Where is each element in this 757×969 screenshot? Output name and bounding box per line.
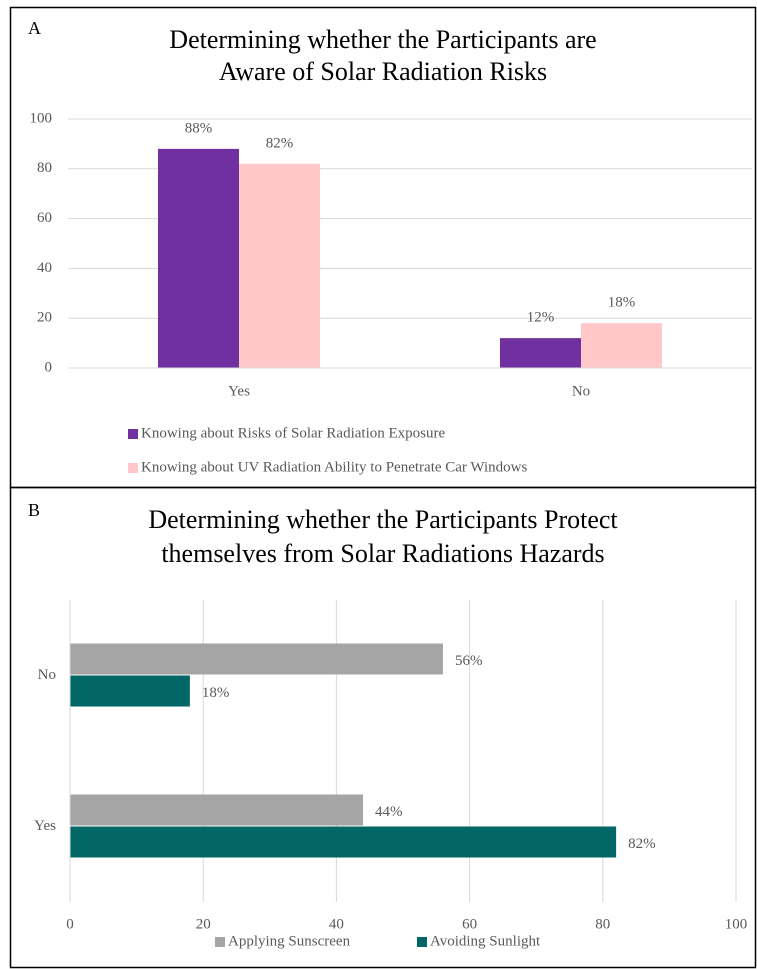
value-label: 18% <box>608 295 636 311</box>
legend-label: Applying Sunscreen <box>228 933 351 949</box>
x-tick-label: 100 <box>725 916 748 932</box>
y-tick-label: 60 <box>37 210 52 226</box>
chart-title: themselves from Solar Radiations Hazards <box>161 539 604 568</box>
legend-swatch <box>128 429 138 439</box>
value-label: 82% <box>628 836 656 852</box>
bar <box>158 148 239 368</box>
x-tick-label: No <box>572 383 590 399</box>
value-label: 88% <box>185 120 213 136</box>
x-tick-label: 60 <box>462 916 477 932</box>
chart-title: Determining whether the Participants are <box>169 25 596 54</box>
y-tick-label: 0 <box>45 359 53 375</box>
legend-label: Knowing about Risks of Solar Radiation E… <box>141 425 445 441</box>
panel-label: B <box>28 500 40 520</box>
x-tick-label: 40 <box>329 916 344 932</box>
x-tick-label: 20 <box>196 916 211 932</box>
bar <box>70 675 190 707</box>
x-tick-label: Yes <box>228 383 250 399</box>
legend-swatch <box>128 463 138 473</box>
bar <box>70 643 443 675</box>
bar <box>239 163 320 368</box>
bar <box>500 338 581 368</box>
bar <box>70 794 364 826</box>
value-label: 12% <box>527 310 555 326</box>
y-tick-label: 80 <box>37 160 52 176</box>
legend-label: Avoiding Sunlight <box>430 933 541 949</box>
legend-swatch <box>215 937 225 947</box>
bar <box>70 826 617 858</box>
panel-label: A <box>28 18 41 38</box>
bar <box>581 323 662 368</box>
y-tick-label: 40 <box>37 260 52 276</box>
y-tick-label: 20 <box>37 310 52 326</box>
value-label: 44% <box>375 804 403 820</box>
x-tick-label: 80 <box>595 916 610 932</box>
y-tick-label: Yes <box>34 818 56 834</box>
chart-title: Aware of Solar Radiation Risks <box>219 57 547 86</box>
y-tick-label: No <box>38 667 56 683</box>
x-tick-label: 0 <box>66 916 74 932</box>
panel-border <box>9 486 757 969</box>
chart-title: Determining whether the Participants Pro… <box>148 505 618 534</box>
legend-swatch <box>417 937 427 947</box>
legend-label: Knowing about UV Radiation Ability to Pe… <box>141 459 527 475</box>
y-tick-label: 100 <box>30 110 53 126</box>
value-label: 18% <box>202 685 230 701</box>
value-label: 56% <box>455 653 483 669</box>
value-label: 82% <box>266 135 294 151</box>
